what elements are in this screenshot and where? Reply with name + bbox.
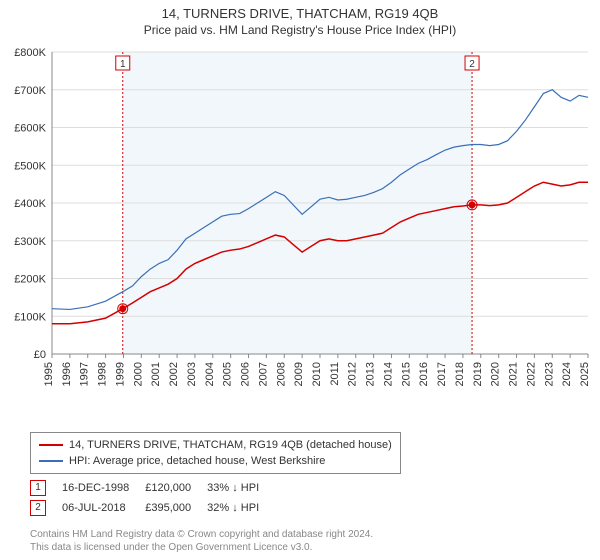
svg-text:2016: 2016: [418, 362, 430, 386]
transaction-pct: 33% ↓ HPI: [207, 478, 275, 498]
legend-item: 14, TURNERS DRIVE, THATCHAM, RG19 4QB (d…: [39, 437, 392, 453]
transaction-marker-icon: 2: [30, 500, 46, 516]
svg-text:2021: 2021: [508, 362, 520, 386]
svg-text:2013: 2013: [365, 362, 377, 386]
svg-text:2003: 2003: [186, 362, 198, 386]
page-subtitle: Price paid vs. HM Land Registry's House …: [0, 21, 600, 41]
svg-text:2014: 2014: [382, 362, 394, 386]
transaction-date: 06-JUL-2018: [62, 498, 145, 518]
svg-text:2012: 2012: [347, 362, 359, 386]
svg-text:1998: 1998: [97, 362, 109, 386]
svg-text:2: 2: [469, 59, 475, 70]
svg-text:2015: 2015: [400, 362, 412, 386]
svg-text:2019: 2019: [472, 362, 484, 386]
svg-text:1999: 1999: [114, 362, 126, 386]
svg-text:2011: 2011: [329, 362, 341, 386]
transaction-price: £120,000: [145, 478, 207, 498]
transactions-table: 1 16-DEC-1998 £120,000 33% ↓ HPI 2 06-JU…: [30, 478, 275, 518]
svg-text:£300K: £300K: [14, 236, 46, 248]
svg-text:2007: 2007: [257, 362, 269, 386]
svg-text:2001: 2001: [150, 362, 162, 386]
svg-text:2000: 2000: [132, 362, 144, 386]
footer-line: Contains HM Land Registry data © Crown c…: [30, 528, 373, 541]
legend: 14, TURNERS DRIVE, THATCHAM, RG19 4QB (d…: [30, 432, 401, 474]
svg-text:2002: 2002: [168, 362, 180, 386]
svg-text:2005: 2005: [222, 362, 234, 386]
footer: Contains HM Land Registry data © Crown c…: [30, 528, 373, 554]
svg-text:2017: 2017: [436, 362, 448, 386]
svg-text:2010: 2010: [311, 362, 323, 386]
svg-text:2009: 2009: [293, 362, 305, 386]
svg-text:£600K: £600K: [14, 123, 46, 135]
svg-text:2006: 2006: [240, 362, 252, 386]
svg-text:1996: 1996: [61, 362, 73, 386]
footer-line: This data is licensed under the Open Gov…: [30, 541, 373, 554]
svg-text:2025: 2025: [579, 362, 591, 386]
svg-text:£700K: £700K: [14, 85, 46, 97]
svg-text:2008: 2008: [275, 362, 287, 386]
transaction-date: 16-DEC-1998: [62, 478, 145, 498]
transaction-marker-icon: 1: [30, 480, 46, 496]
legend-label: 14, TURNERS DRIVE, THATCHAM, RG19 4QB (d…: [69, 439, 392, 451]
transaction-pct: 32% ↓ HPI: [207, 498, 275, 518]
legend-item: HPI: Average price, detached house, West…: [39, 453, 392, 469]
svg-text:2024: 2024: [561, 362, 573, 386]
svg-text:£0: £0: [34, 349, 46, 361]
svg-text:£800K: £800K: [14, 47, 46, 59]
price-chart: £0 £100K £200K £300K £400K £500K £600K £700K £80…: [0, 44, 600, 424]
legend-label: HPI: Average price, detached house, West…: [69, 455, 325, 467]
svg-text:2020: 2020: [490, 362, 502, 386]
svg-text:2022: 2022: [525, 362, 537, 386]
svg-text:2004: 2004: [204, 362, 216, 386]
svg-text:£500K: £500K: [14, 160, 46, 172]
svg-text:2023: 2023: [543, 362, 555, 386]
svg-text:1997: 1997: [79, 362, 91, 386]
svg-text:£100K: £100K: [14, 311, 46, 323]
transaction-price: £395,000: [145, 498, 207, 518]
svg-text:£400K: £400K: [14, 198, 46, 210]
svg-text:1: 1: [120, 59, 126, 70]
table-row: 1 16-DEC-1998 £120,000 33% ↓ HPI: [30, 478, 275, 498]
table-row: 2 06-JUL-2018 £395,000 32% ↓ HPI: [30, 498, 275, 518]
svg-text:£200K: £200K: [14, 274, 46, 286]
svg-text:1995: 1995: [43, 362, 55, 386]
svg-text:2018: 2018: [454, 362, 466, 386]
page-title: 14, TURNERS DRIVE, THATCHAM, RG19 4QB: [0, 0, 600, 21]
